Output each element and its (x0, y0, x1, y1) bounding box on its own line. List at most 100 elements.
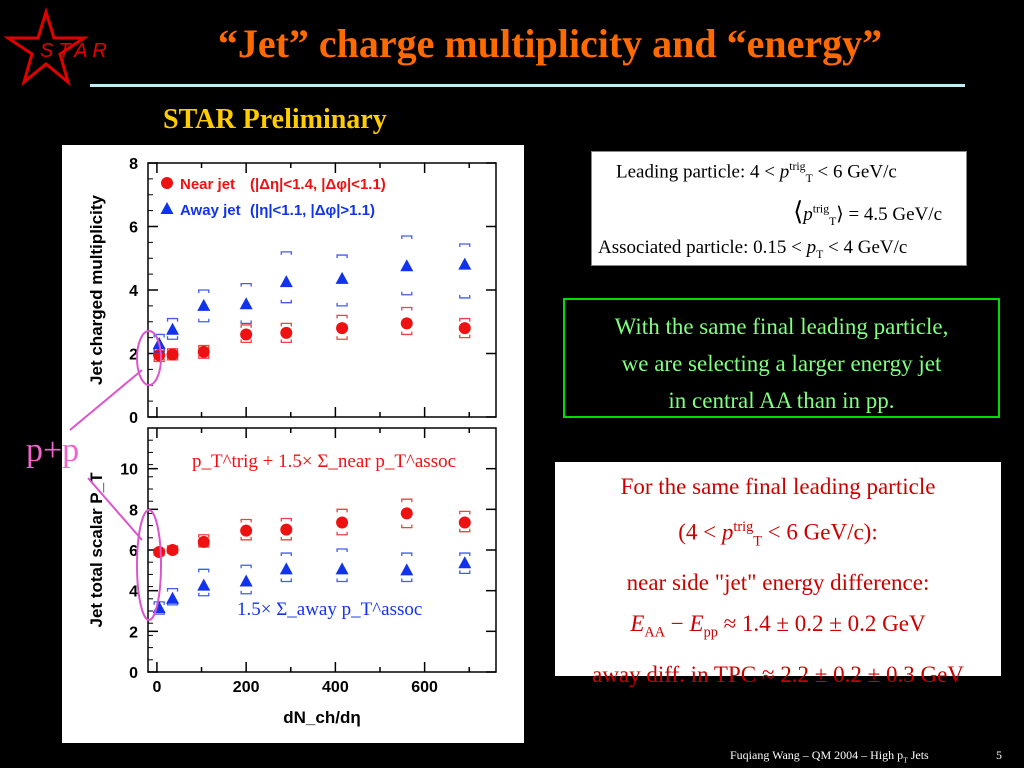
bottom-sys-bracket-low (280, 536, 292, 541)
bottom-near-point (458, 516, 471, 529)
top-near-point (336, 322, 349, 335)
bottom-sys-bracket-high (401, 552, 413, 557)
leading-particle-cut: Leading particle: 4 < ptrigT < 6 GeV/c (616, 160, 897, 186)
energy-line-4: EAA − Epp ≈ 1.4 ± 0.2 ± 0.2 GeV (630, 611, 926, 641)
legend-away-name: Away jet (180, 202, 241, 219)
bottom-x-tick-label: 0 (152, 679, 161, 696)
energy-line-5: away diff. in TPC ≈ 2.2 ± 0.2 ± 0.3 GeV (592, 661, 964, 687)
bottom-sys-bracket-high (280, 552, 292, 557)
bottom-away-point (335, 562, 349, 575)
top-y-axis-label: Jet charged multiplicity (87, 195, 106, 385)
bottom-x-tick-label: 400 (322, 679, 349, 696)
top-away-point (166, 322, 180, 335)
top-sys-bracket-high (240, 324, 252, 328)
star-logo-icon (4, 6, 89, 87)
top-sys-bracket-low (401, 331, 413, 336)
footer: Fuqiang Wang – QM 2004 – High pT Jets (730, 748, 929, 765)
top-away-point (279, 275, 293, 288)
bottom-away-point (458, 556, 472, 569)
legend-away-marker (160, 202, 174, 214)
bottom-sys-bracket-high (198, 534, 210, 538)
bottom-sys-bracket-low (401, 578, 413, 583)
bottom-near-point (197, 535, 210, 548)
legend-near-name: Near jet (180, 176, 235, 193)
bottom-sys-bracket-high (401, 498, 413, 503)
top-sys-bracket-high (336, 314, 348, 319)
bottom-near-point (400, 507, 413, 520)
legend-away-cut: (|η|<1.1, |Δφ|>1.1) (250, 202, 375, 219)
top-sys-bracket-low (198, 318, 210, 323)
top-sys-bracket-high (280, 322, 292, 327)
conclusion-line-2: we are selecting a larger energy jet (621, 351, 942, 376)
top-sys-bracket-high (459, 317, 471, 322)
bottom-sys-bracket-low (336, 531, 348, 536)
pp-highlight-top (136, 330, 162, 386)
top-near-point (400, 317, 413, 330)
top-y-tick-label: 2 (129, 347, 138, 364)
kinematics-box: Leading particle: 4 < ptrigT < 6 GeV/c ⟨… (591, 151, 967, 266)
bottom-sys-bracket-high (336, 548, 348, 552)
bottom-near-point (240, 524, 253, 537)
top-away-point (239, 297, 253, 310)
bottom-sys-bracket-low (198, 592, 210, 597)
bottom-away-point (166, 591, 180, 604)
top-sys-bracket-high (198, 289, 210, 293)
bottom-near-point (336, 516, 349, 529)
away-formula: 1.5× Σ_away p_T^assoc (237, 599, 422, 620)
top-sys-bracket-low (153, 358, 165, 363)
top-away-point (458, 257, 472, 270)
bottom-y-axis-label: Jet total scalar P_T (87, 472, 106, 628)
bottom-y-tick-label: 0 (129, 665, 138, 682)
top-sys-bracket-low (153, 348, 165, 353)
bottom-away-point (400, 563, 414, 576)
top-y-tick-label: 6 (129, 220, 138, 237)
legend-near-cut: (|Δη|<1.4, |Δφ|<1.1) (250, 176, 386, 193)
top-away-point (400, 259, 414, 272)
bottom-away-point (279, 562, 293, 575)
bottom-x-tick-label: 200 (233, 679, 260, 696)
title-divider (90, 84, 965, 87)
near-formula: p_T^trig + 1.5× Σ_near p_T^assoc (192, 451, 456, 472)
bottom-near-point (153, 546, 166, 559)
conclusion-line-1: With the same final leading particle, (614, 314, 949, 339)
bottom-y-tick-label: 4 (129, 584, 138, 601)
top-y-tick-label: 8 (129, 156, 138, 173)
chart-svg: 0 2 4 6 8 Jet charged multiplicity 0 2 4 6 8 10 0 200… (87, 156, 497, 727)
top-sys-bracket-low (459, 294, 471, 299)
bottom-sys-bracket-low (280, 578, 292, 583)
bottom-y-tick-label: 6 (129, 543, 138, 560)
top-sys-bracket-high (198, 344, 210, 349)
bottom-away-point (197, 578, 211, 591)
top-near-point (280, 326, 293, 339)
top-sys-bracket-low (240, 320, 252, 324)
bottom-near-point (280, 523, 293, 536)
top-sys-bracket-high (336, 254, 348, 259)
x-axis-label: dN_ch/dη (283, 708, 360, 727)
top-near-point (197, 345, 210, 358)
energy-line-3: near side "jet" energy difference: (626, 570, 930, 596)
top-sys-bracket-high (153, 333, 165, 338)
bottom-sys-bracket-high (280, 517, 292, 522)
bottom-sys-bracket-high (240, 518, 252, 523)
star-logo-text: STAR (40, 40, 112, 62)
top-y-tick-label: 4 (129, 283, 138, 300)
bottom-sys-bracket-high (336, 508, 348, 513)
top-sys-bracket-low (336, 336, 348, 340)
top-sys-bracket-low (401, 291, 413, 296)
pp-label: p+p (26, 432, 80, 469)
top-near-point (458, 322, 471, 335)
chart-panel: 0 2 4 6 8 Jet charged multiplicity 0 2 4 6 8 10 0 200… (62, 145, 524, 743)
bottom-sys-bracket-low (240, 590, 252, 595)
slide-title: “Jet” charge multiplicity and “energy” (217, 21, 883, 66)
top-sys-bracket-low (280, 299, 292, 304)
conclusion-line-3: in central AA than in pp. (668, 388, 895, 413)
associated-particle-cut: Associated particle: 0.15 < pT < 4 GeV/c (598, 237, 908, 261)
top-sys-bracket-low (198, 355, 210, 359)
top-near-point (166, 348, 179, 361)
top-sys-bracket-high (240, 283, 252, 287)
top-near-point (240, 328, 253, 341)
top-sys-bracket-high (280, 251, 292, 255)
bottom-sys-bracket-low (459, 528, 471, 533)
bottom-sys-bracket-high (240, 564, 252, 569)
bottom-sys-bracket-high (166, 587, 179, 592)
